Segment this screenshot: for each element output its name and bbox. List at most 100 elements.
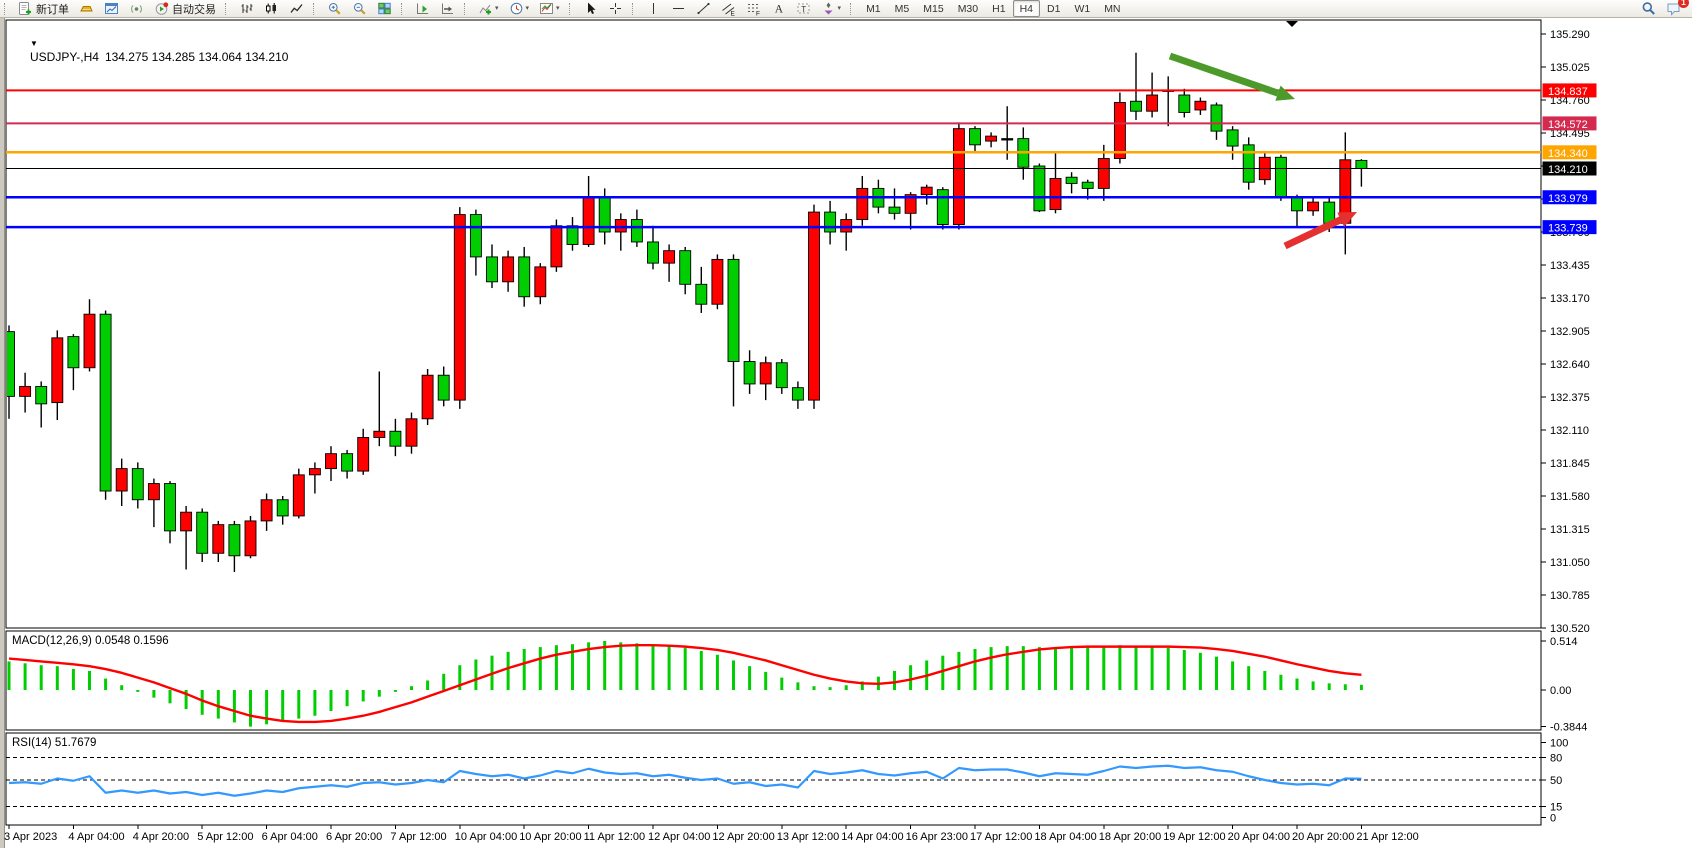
chevron-down-icon[interactable]: ▾ [556,5,560,12]
zoom-in-button[interactable] [323,0,346,17]
auto-scroll-button[interactable] [436,0,459,17]
chart-shift-marker[interactable] [1286,21,1298,27]
chart-area[interactable]: 135.290135.025134.760134.495134.230133.9… [0,18,1692,848]
price-tick-label: 131.315 [1550,524,1590,536]
hline-icon [672,8,684,9]
text-label-button[interactable]: T [792,0,815,17]
timeframe-m5-button[interactable]: M5 [894,2,910,15]
indicators-button[interactable]: ▾ [474,0,503,17]
vertical-line-button[interactable] [642,0,665,17]
svg-text:A: A [774,4,783,16]
timeframe-d1-button[interactable]: D1 [1047,2,1061,15]
down-trend-arrow[interactable] [1168,52,1280,97]
panel-border [5,732,1542,826]
mql5-button[interactable] [75,0,98,17]
horizontal-line-button[interactable] [667,0,690,17]
signals-button[interactable] [125,0,148,17]
price-tick-label: 133.170 [1550,293,1590,305]
toolbar-grip[interactable] [4,2,10,15]
zoom-out-icon [354,3,366,15]
price-tick-label: 135.290 [1550,29,1590,41]
down-trend-arrow-head[interactable] [1275,85,1295,101]
chart-bars-button[interactable] [235,0,258,17]
notification-badge: 1 [1678,0,1689,8]
zoom-out-button[interactable] [348,0,371,17]
price-tick-label: 134.760 [1550,95,1590,107]
toolbar-grip[interactable] [225,2,231,15]
main-toolbar: 新订单 自动交易 ▾ ▾ ▾ E F A T ▾ M1 M5 M15 M30 H1 H4 D1 W1 MN 1 [0,0,1692,18]
crosshair-button[interactable] [604,0,627,17]
time-label: 10 Apr 20:00 [519,831,581,843]
trendline-icon [696,2,710,15]
new-order-button[interactable]: 新订单 [14,0,73,17]
toolbar-grip[interactable] [313,2,319,15]
price-tick-label: 135.025 [1550,62,1590,74]
toolbar-grip[interactable] [464,2,470,15]
timeframe-h1-button[interactable]: H1 [992,2,1006,15]
timeframe-m1-button[interactable]: M1 [866,2,881,15]
cursor-icon [587,2,596,14]
tile-windows-button[interactable] [373,0,396,17]
channel-button[interactable]: E [717,0,740,17]
svg-text:E: E [730,11,735,17]
periods-button[interactable]: ▾ [505,0,534,17]
time-label: 13 Apr 12:00 [777,831,839,843]
time-label: 12 Apr 20:00 [712,831,774,843]
price-tag [1542,220,1597,235]
market-watch-button[interactable] [100,0,123,17]
timeframe-h4-button[interactable]: H4 [1012,0,1040,17]
rsi-line [8,764,1362,797]
price-tick-label: 131.845 [1550,458,1590,470]
cursor-button[interactable] [579,0,602,17]
rsi-tick-label: 0 [1550,813,1556,825]
chart-window: 135.290135.025134.760134.495134.230133.9… [0,18,1692,848]
autotrading-icon [155,2,169,15]
time-label: 10 Apr 04:00 [455,831,517,843]
timeframe-m15-button[interactable]: M15 [923,2,944,15]
price-tag-label: 133.979 [1548,193,1588,205]
text-button[interactable]: A [767,0,790,17]
candles-icon [266,3,276,14]
fibonacci-button[interactable]: F [742,0,765,17]
toolbar-grip[interactable] [401,2,407,15]
mql5-icon [80,6,93,12]
timeframe-mn-button[interactable]: MN [1104,2,1121,15]
toolbar-grip[interactable] [850,2,856,15]
up-trend-arrow-head[interactable] [1337,212,1357,227]
up-trend-arrow[interactable] [1283,216,1343,250]
autotrading-button[interactable]: 自动交易 [150,0,220,17]
time-label: 18 Apr 20:00 [1099,831,1161,843]
auto-scroll-icon [442,3,453,14]
search-button[interactable] [1637,0,1660,17]
templates-button[interactable]: ▾ [535,0,564,17]
timeframe-m30-button[interactable]: M30 [957,2,979,15]
svg-text:T: T [801,5,806,14]
time-axis[interactable]: 3 Apr 2023 4 Apr 04:00 4 Apr 20:00 5 Apr 12… [4,825,1419,843]
arrows-button[interactable]: ▾ [817,0,846,17]
toolbar-grip[interactable] [568,2,575,15]
chevron-down-icon[interactable]: ▾ [837,5,842,12]
chevron-down-icon[interactable]: ▾ [525,5,530,12]
notifications-button[interactable]: 1 [1662,0,1689,17]
timeframe-w1-button[interactable]: W1 [1074,2,1091,15]
trendline-button[interactable] [692,0,715,17]
one-click-trading-arrow-icon[interactable]: ▼ [30,39,38,48]
time-label: 6 Apr 04:00 [262,831,318,843]
label-icon: T [797,3,810,14]
time-label: 19 Apr 12:00 [1163,831,1225,843]
time-label: 4 Apr 04:00 [68,831,124,843]
macd-indicator-label: MACD(12,26,9) 0.0548 0.1596 [12,635,169,647]
chart-shift-button[interactable] [411,0,434,17]
time-label: 3 Apr 2023 [4,831,57,843]
clock-icon [510,2,522,15]
window-left-edge [0,18,5,848]
price-tick-label: 132.905 [1550,326,1590,338]
svg-text:F: F [756,11,760,17]
chart-candles-button[interactable] [260,0,283,17]
chevron-down-icon[interactable]: ▾ [495,5,499,12]
zoom-in-icon [329,3,341,15]
bars-icon [241,4,253,13]
toolbar-grip[interactable] [631,2,638,15]
search-icon [1642,2,1655,15]
chart-line-button[interactable] [285,0,308,17]
